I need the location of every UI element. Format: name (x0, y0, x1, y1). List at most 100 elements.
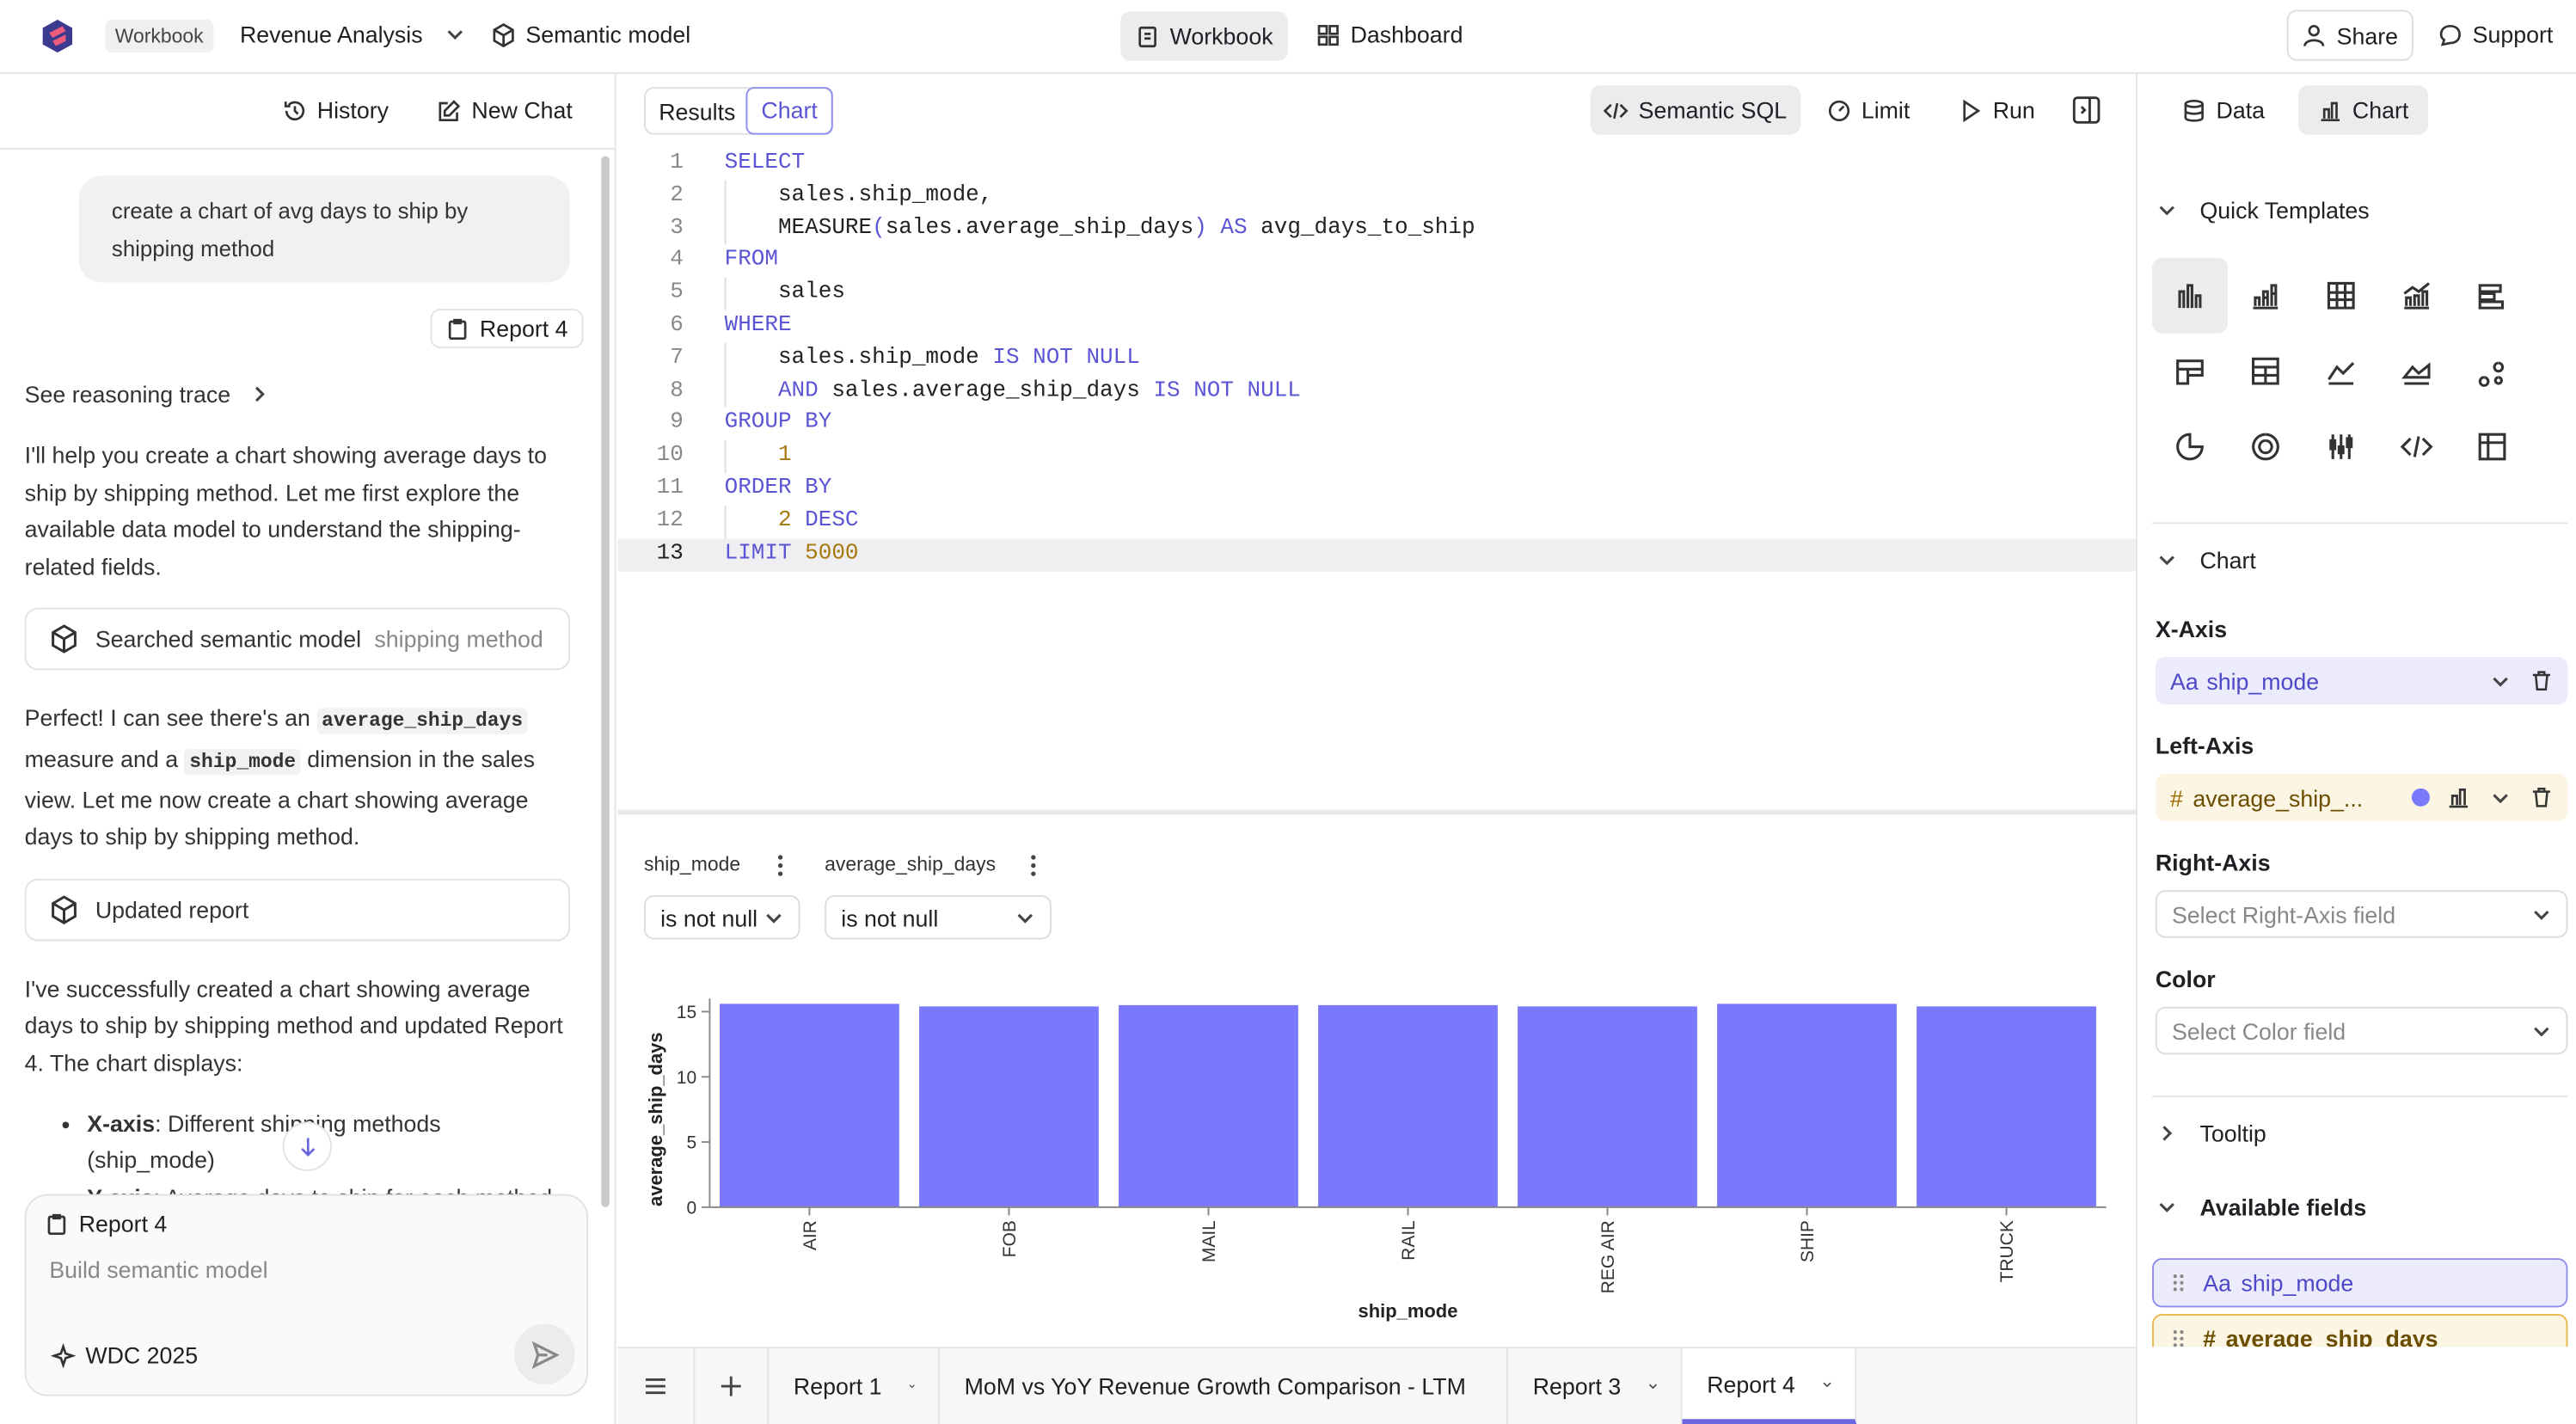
bar (1717, 1004, 1897, 1207)
logo[interactable] (40, 18, 76, 54)
menu-button[interactable] (642, 1373, 669, 1400)
limit-button[interactable]: Limit (1827, 97, 1910, 123)
data-tab[interactable]: Data (2181, 97, 2265, 123)
share-button[interactable]: Share (2286, 9, 2413, 61)
field-label: Left-Axis (2155, 732, 2254, 759)
report-tab[interactable]: Report 3 (1508, 1348, 1683, 1424)
placeholder: Select Right-Axis field (2171, 900, 2396, 928)
left-axis-field[interactable]: # average_ship_... (2155, 773, 2568, 822)
template-icon[interactable] (2228, 258, 2303, 334)
template-icon[interactable] (2152, 257, 2228, 334)
code-line: 1 SELECT (617, 148, 2135, 181)
line-number: 3 (670, 216, 684, 241)
dot (777, 862, 783, 869)
context-selector[interactable]: WDC 2025 (51, 1341, 198, 1368)
chevron (1648, 1384, 1657, 1390)
run-button[interactable]: Run (1959, 97, 2035, 123)
add-tab-button[interactable] (718, 1373, 745, 1400)
message-text: I've successfully created a chart showin… (25, 970, 570, 1081)
x-tick-label: TRUCK (1997, 1220, 2017, 1282)
right-axis-select[interactable]: Select Right-Axis field (2155, 890, 2568, 938)
section-header[interactable]: Tooltip (2157, 1120, 2266, 1146)
filter-condition[interactable]: is not null (643, 894, 800, 940)
tool-call[interactable]: Searched semantic model shipping method (24, 608, 571, 672)
results-tab[interactable]: Results (659, 98, 736, 126)
report-tab[interactable]: Report 1 (769, 1348, 940, 1424)
workbook-selector[interactable]: Revenue Analysis (240, 21, 465, 47)
scrollbar[interactable] (601, 156, 610, 1207)
template-icon[interactable] (2379, 409, 2455, 485)
chart-config-tab[interactable]: Chart (2298, 85, 2429, 135)
bar (1917, 1006, 2096, 1207)
available-field[interactable]: # average_ship_days (2152, 1314, 2568, 1347)
template-icon[interactable] (2455, 258, 2530, 334)
code-line: 9 GROUP BY (617, 408, 2135, 440)
glyph (2251, 357, 2279, 385)
scroll-down-button[interactable] (282, 1121, 332, 1171)
chart-tab[interactable]: Chart (745, 87, 833, 135)
label: See reasoning trace (24, 381, 231, 408)
send-button[interactable] (514, 1323, 575, 1385)
dashboard-tab[interactable]: Dashboard (1316, 21, 1463, 47)
field-label: X-Axis (2155, 616, 2228, 642)
template-icon[interactable] (2303, 258, 2379, 334)
template-icon[interactable] (2455, 334, 2530, 409)
workbook-tab[interactable]: Workbook (1120, 11, 1288, 61)
template-icon[interactable] (2379, 334, 2455, 409)
template-icon[interactable] (2152, 409, 2228, 485)
x-axis-label: ship_mode (1359, 1300, 1458, 1322)
label: Report 4 (479, 315, 568, 342)
chat-input[interactable] (24, 1194, 589, 1396)
bar (720, 1004, 899, 1207)
template-icon[interactable] (2228, 334, 2303, 409)
new-chat-button[interactable]: New Chat (437, 97, 573, 123)
glyph-path (2176, 359, 2204, 385)
filter-condition[interactable]: is not null (825, 894, 1052, 940)
template-icon[interactable] (2152, 334, 2228, 409)
code-text: sales.ship_mode IS NOT NULL (725, 343, 1140, 376)
semantic-model-link[interactable]: Semantic model (491, 21, 690, 47)
semantic-sql-button[interactable]: Semantic SQL (1590, 85, 1801, 135)
template-icon[interactable] (2303, 334, 2379, 409)
filter-menu[interactable] (1028, 854, 1038, 877)
line-number: 10 (656, 444, 684, 469)
report-tab[interactable]: MoM vs YoY Revenue Growth Comparison - L… (940, 1348, 1509, 1424)
user-message: create a chart of avg days to ship by sh… (78, 175, 571, 283)
code-line: 3 MEASURE(sales.average_ship_days) AS av… (617, 212, 2135, 246)
template-icon[interactable] (2228, 409, 2303, 485)
code-text: AND sales.average_ship_days IS NOT NULL (725, 376, 1301, 408)
dot (1031, 871, 1036, 876)
dot (2180, 1287, 2184, 1292)
report-tab[interactable]: Report 4 (1682, 1348, 1857, 1424)
line-number: 4 (670, 249, 684, 273)
section-header[interactable]: Available fields (2157, 1194, 2366, 1220)
template-icon[interactable] (2303, 409, 2379, 485)
section-header[interactable]: Quick Templates (2157, 197, 2370, 224)
color-select[interactable]: Select Color field (2155, 1006, 2568, 1055)
template-icon[interactable] (2379, 258, 2455, 334)
panel-toggle[interactable] (2071, 95, 2101, 125)
field: average_ship_... (2193, 784, 2364, 811)
divider (693, 1348, 696, 1424)
placeholder: Select Color field (2171, 1017, 2346, 1044)
available-field[interactable]: Aa ship_mode (2152, 1258, 2568, 1308)
reasoning-toggle[interactable]: See reasoning trace (25, 381, 270, 408)
x-axis-field[interactable]: Aa ship_mode (2155, 657, 2568, 705)
icon-path (52, 894, 77, 924)
chevron (766, 912, 782, 923)
dot (2180, 1343, 2184, 1347)
series-color[interactable] (2411, 788, 2430, 807)
tool-call[interactable]: Updated report (24, 878, 571, 941)
input-chip[interactable]: Report 4 (45, 1211, 167, 1237)
code-token: sales.ship_mode, (724, 183, 993, 209)
report-chip[interactable]: Report 4 (430, 309, 583, 348)
splitter[interactable] (617, 809, 2136, 815)
line-number: 13 (656, 541, 684, 567)
support-button[interactable]: Support (2438, 21, 2553, 47)
history-button[interactable]: History (283, 97, 389, 123)
filter-menu[interactable] (776, 854, 785, 877)
glyph (2403, 282, 2430, 310)
template-icon[interactable] (2455, 409, 2530, 485)
section-header[interactable]: Chart (2157, 547, 2256, 574)
field-name: average_ship_days (2225, 1325, 2438, 1347)
